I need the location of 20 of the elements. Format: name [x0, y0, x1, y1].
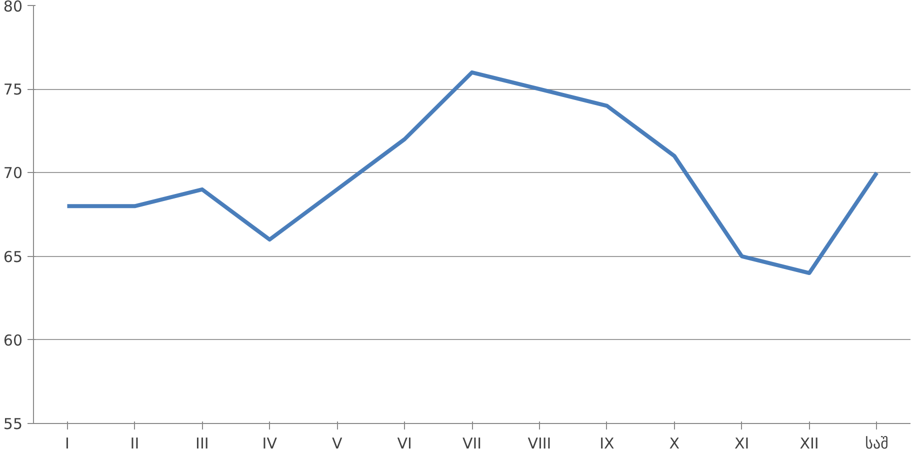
- y-tick-label: 65: [3, 248, 23, 266]
- y-tick-label: 70: [3, 164, 23, 182]
- y-tick-label: 75: [3, 80, 23, 99]
- x-tick-label: VII: [462, 434, 482, 452]
- x-tick-label: XII: [800, 434, 819, 452]
- x-tick-label: X: [669, 434, 680, 452]
- x-tick-label: III: [196, 434, 209, 452]
- x-tick-label: IV: [262, 434, 278, 452]
- x-tick-label: XI: [734, 434, 750, 452]
- x-tick-label: VIII: [528, 434, 552, 452]
- x-tick-label: V: [332, 434, 343, 452]
- x-tick-label: II: [130, 434, 140, 452]
- y-tick-label: 60: [3, 331, 23, 350]
- y-tick-label: 80: [3, 0, 23, 16]
- x-tick-label: I: [65, 434, 70, 452]
- x-tick-label: საშ: [865, 434, 888, 452]
- x-tick-label: VI: [397, 434, 412, 452]
- y-tick-label: 55: [3, 415, 23, 433]
- x-tick-label: IX: [600, 434, 614, 452]
- line-series: [65, 70, 879, 276]
